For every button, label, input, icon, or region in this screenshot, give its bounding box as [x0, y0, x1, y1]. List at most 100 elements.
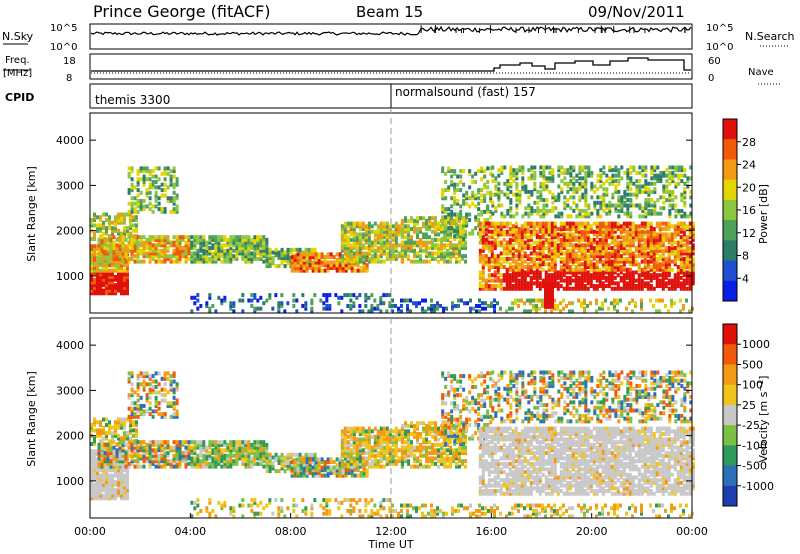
power-cell: [511, 229, 515, 234]
power-cell: [590, 211, 594, 216]
power-cell: [565, 286, 569, 291]
power-cell: [556, 237, 560, 242]
power-cell: [493, 221, 497, 226]
power-cell: [400, 303, 403, 308]
power-cell: [544, 302, 555, 307]
power-cell: [670, 246, 674, 251]
power-cell: [578, 187, 582, 192]
power-cell: [478, 221, 482, 226]
power-cell: [574, 254, 578, 259]
velocity-cell: [139, 453, 143, 458]
power-cell: [572, 176, 576, 181]
power-cell: [629, 203, 633, 208]
power-cell: [569, 179, 573, 184]
power-cell: [643, 243, 647, 248]
power-cell: [112, 251, 116, 256]
power-cell: [667, 265, 671, 270]
power-cell: [458, 259, 462, 264]
power-cell: [565, 235, 569, 240]
velocity-cell: [154, 440, 158, 445]
power-cell: [367, 240, 371, 245]
power-cell: [505, 256, 509, 261]
power-cell: [178, 259, 182, 264]
power-cell: [431, 254, 435, 259]
velocity-cell: [93, 477, 96, 482]
power-cell: [637, 237, 641, 242]
power-cell: [491, 211, 495, 216]
power-cell: [190, 251, 194, 256]
power-cell: [496, 284, 500, 289]
power-cell: [676, 284, 680, 289]
power-cell: [664, 303, 667, 308]
power-cell: [157, 201, 161, 206]
power-cell: [175, 182, 179, 187]
power-cell: [229, 235, 233, 240]
power-cell: [568, 265, 572, 270]
power-cell: [241, 240, 245, 245]
power-cell: [514, 284, 518, 289]
power-cell: [568, 278, 572, 283]
power-cell: [610, 240, 614, 245]
power-cell: [114, 223, 117, 228]
power-cell: [413, 243, 417, 248]
power-cell: [616, 224, 620, 229]
power-cell: [455, 221, 459, 226]
power-cell: [349, 227, 353, 232]
power-cell: [148, 185, 152, 190]
power-cell: [311, 252, 315, 257]
power-cell: [160, 171, 164, 176]
power-cell: [130, 196, 134, 201]
power-cell: [643, 256, 647, 261]
power-cell: [388, 256, 392, 261]
power-cell: [506, 195, 510, 200]
velocity-cell: [90, 479, 93, 484]
power-cell: [508, 248, 512, 253]
power-cell: [151, 174, 155, 179]
power-cell: [148, 259, 152, 264]
velocity-cell: [133, 459, 137, 464]
power-cell: [462, 220, 466, 225]
power-cell: [355, 243, 359, 248]
power-cell: [317, 268, 321, 273]
power-cell: [604, 275, 608, 280]
power-cell: [497, 192, 501, 197]
power-cell: [550, 273, 554, 278]
power-cell: [142, 235, 146, 240]
power-cell: [163, 256, 167, 261]
power-cell: [259, 237, 263, 242]
power-cell: [358, 237, 362, 242]
power-cell: [676, 256, 680, 261]
power-cell: [640, 229, 644, 234]
power-cell: [450, 215, 454, 220]
power-cell: [172, 196, 176, 201]
power-cell: [105, 231, 108, 236]
velocity-cell: [90, 485, 93, 490]
power-cell: [163, 193, 167, 198]
power-cell: [640, 270, 644, 275]
power-cell: [622, 221, 626, 226]
power-cell: [559, 278, 563, 283]
power-cell: [480, 193, 484, 198]
power-cell: [93, 217, 96, 222]
power-cell: [487, 224, 491, 229]
power-cell: [451, 306, 454, 311]
power-cell: [305, 255, 309, 260]
velocity-cell: [93, 436, 96, 441]
power-cell: [379, 295, 383, 300]
power-cell: [457, 298, 460, 303]
power-cell: [373, 259, 377, 264]
power-cell: [385, 251, 389, 256]
power-cell: [497, 168, 501, 173]
power-cell: [250, 243, 254, 248]
power-cell: [259, 295, 263, 300]
power-cell: [450, 196, 454, 201]
power-cell: [154, 246, 158, 251]
power-cell: [235, 256, 239, 261]
power-cell: [379, 232, 383, 237]
power-cell: [616, 240, 620, 245]
power-cell: [544, 237, 548, 242]
power-cell: [471, 201, 475, 206]
power-cell: [641, 206, 645, 211]
velocity-cell: [121, 464, 125, 469]
power-cell: [644, 189, 648, 194]
